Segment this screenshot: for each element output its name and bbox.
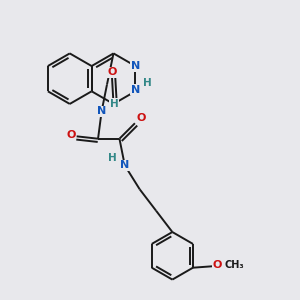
Text: N: N bbox=[131, 61, 140, 71]
Text: O: O bbox=[107, 68, 117, 77]
Text: N: N bbox=[120, 160, 129, 170]
Text: O: O bbox=[137, 113, 146, 123]
Text: N: N bbox=[131, 85, 140, 95]
Text: O: O bbox=[66, 130, 75, 140]
Text: O: O bbox=[213, 260, 222, 270]
Text: H: H bbox=[143, 78, 152, 88]
Text: H: H bbox=[110, 99, 118, 109]
Text: H: H bbox=[108, 153, 117, 163]
Text: CH₃: CH₃ bbox=[225, 260, 244, 270]
Text: N: N bbox=[97, 106, 106, 116]
